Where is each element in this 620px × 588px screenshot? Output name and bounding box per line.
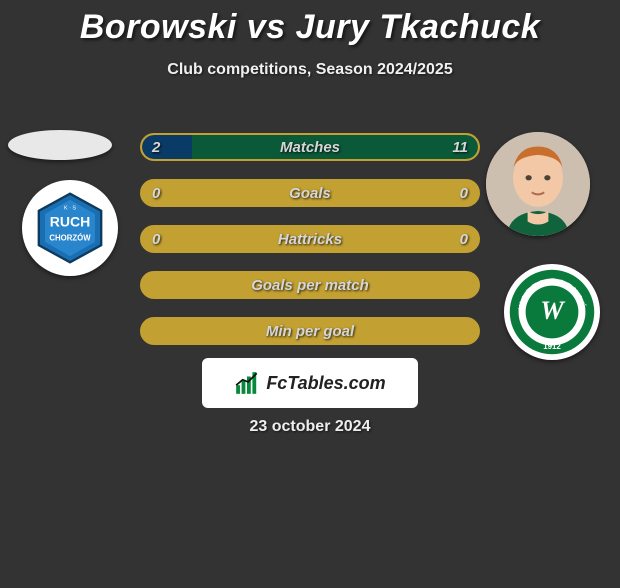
subtitle: Club competitions, Season 2024/2025 (0, 61, 620, 79)
branding-text: FcTables.com (266, 373, 385, 394)
club-badge-right: W WARTA POZNAŃ 1912 (504, 264, 600, 360)
ruch-chorzow-icon: RUCH CHORZÓW K · S (31, 189, 109, 267)
club-left-line1: RUCH (50, 213, 91, 229)
player-avatar-left (8, 130, 112, 160)
stat-row: 00Goals (140, 179, 480, 207)
stat-row: Goals per match (140, 271, 480, 299)
player-avatar-right (486, 132, 590, 236)
player-head-icon (486, 132, 590, 236)
bar-chart-icon (234, 370, 260, 396)
stat-label: Goals per match (142, 273, 478, 297)
branding-box[interactable]: FcTables.com (202, 358, 418, 408)
club-badge-left: RUCH CHORZÓW K · S (22, 180, 118, 276)
stat-row: Min per goal (140, 317, 480, 345)
stat-label: Hattricks (142, 227, 478, 251)
stat-label: Goals (142, 181, 478, 205)
stat-row: 211Matches (140, 133, 480, 161)
stat-label: Min per goal (142, 319, 478, 343)
club-right-letter: W (540, 295, 566, 325)
date-text: 23 october 2024 (0, 418, 620, 436)
stats-panel: 211Matches 00Goals 00Hattricks Goals per ma… (140, 133, 480, 363)
svg-text:K · S: K · S (64, 205, 76, 211)
stat-row: 00Hattricks (140, 225, 480, 253)
club-left-line2: CHORZÓW (49, 233, 91, 242)
warta-poznan-icon: W WARTA POZNAŃ 1912 (508, 268, 596, 356)
stat-label: Matches (142, 135, 478, 159)
page-title: Borowski vs Jury Tkachuck (0, 8, 620, 47)
club-right-year: 1912 (543, 342, 561, 351)
